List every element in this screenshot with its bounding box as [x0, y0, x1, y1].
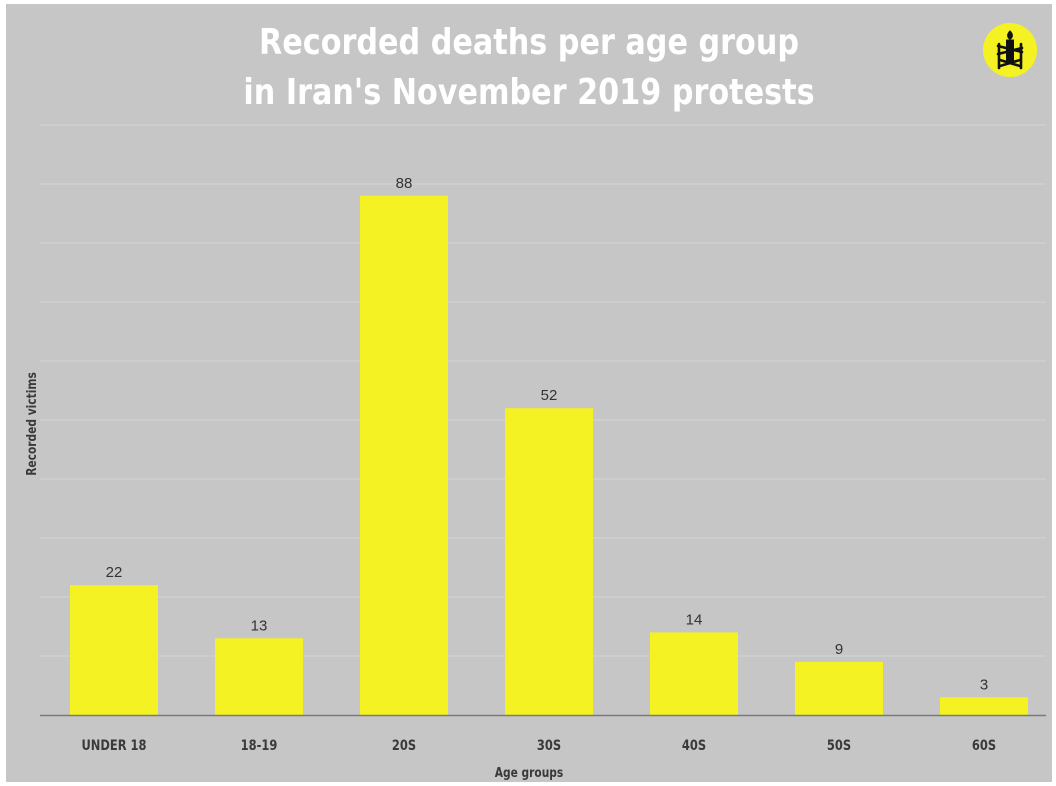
x-tick-label: 30S	[537, 738, 561, 754]
chart-title-line-1: Recorded deaths per age group	[258, 22, 800, 63]
x-tick-label: 60S	[972, 738, 996, 754]
x-axis-label: Age groups	[495, 765, 564, 780]
y-axis-label: Recorded victims	[24, 372, 39, 476]
data-label: 22	[106, 564, 123, 581]
data-label: 9	[835, 641, 843, 658]
x-tick-label: 50S	[827, 738, 851, 754]
bar	[70, 585, 158, 715]
gridlines	[40, 124, 1046, 657]
bar	[650, 632, 738, 715]
x-tick-label: 18-19	[241, 738, 278, 754]
data-label: 3	[980, 676, 988, 693]
chart-title-line-2: in Iran's November 2019 protests	[243, 72, 815, 113]
bars	[70, 195, 1028, 716]
data-label: 52	[541, 387, 558, 404]
data-label: 14	[686, 611, 703, 628]
bar	[360, 195, 448, 716]
data-label: 88	[396, 175, 413, 192]
data-label: 13	[251, 617, 268, 634]
bar-chart: 22 13 88 52 14 9 3 UNDER 18 18-19 20S 30S 40S 50S 60…	[24, 124, 1046, 780]
bar	[215, 638, 303, 715]
bar	[505, 408, 593, 715]
amnesty-candle-logo-icon	[983, 23, 1037, 77]
candle-in-barbed-wire-icon	[996, 30, 1024, 70]
x-tick-labels: UNDER 18 18-19 20S 30S 40S 50S 60S	[81, 738, 996, 754]
value-labels: 22 13 88 52 14 9 3	[106, 175, 989, 693]
x-tick-label: UNDER 18	[81, 738, 146, 754]
bar	[795, 661, 883, 715]
chart-title: Recorded deaths per age group in Iran's …	[90, 18, 969, 118]
bar	[940, 697, 1028, 715]
x-tick-label: 20S	[392, 738, 416, 754]
x-tick-label: 40S	[682, 738, 706, 754]
chart-frame: Recorded deaths per age group in Iran's …	[6, 4, 1052, 782]
